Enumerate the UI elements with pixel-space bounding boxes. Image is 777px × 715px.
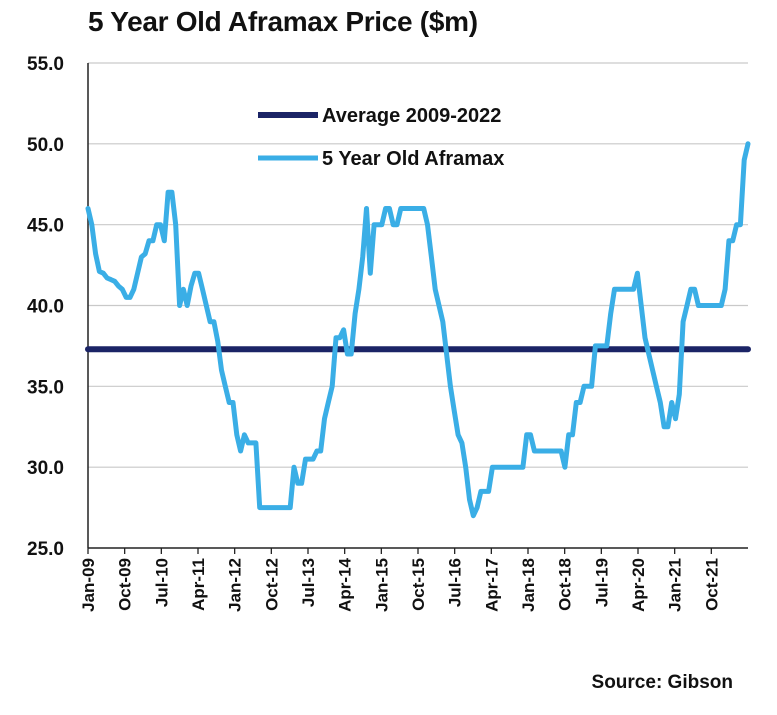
chart-title: 5 Year Old Aframax Price ($m) bbox=[88, 6, 478, 37]
x-tick-label: Jan-15 bbox=[372, 558, 391, 612]
x-tick-label: Apr-14 bbox=[336, 557, 355, 611]
y-tick-label: 30.0 bbox=[27, 458, 64, 479]
y-tick-label: 40.0 bbox=[27, 297, 64, 318]
x-tick-label: Jan-09 bbox=[79, 558, 98, 612]
x-tick-label: Oct-18 bbox=[556, 558, 575, 611]
grid-layer bbox=[88, 62, 748, 468]
source-note: Source: Gibson bbox=[591, 672, 733, 693]
legend-label: 5 Year Old Aframax bbox=[322, 148, 504, 170]
legend: Average 2009-2022 5 Year Old Aframax bbox=[258, 105, 504, 170]
y-tick-label: 55.0 bbox=[27, 54, 64, 75]
x-tick-label: Jul-10 bbox=[152, 558, 171, 607]
x-tick-label: Jul-13 bbox=[299, 558, 318, 607]
axis-layer bbox=[87, 63, 748, 554]
y-tick-label: 25.0 bbox=[27, 539, 64, 560]
y-tick-label: 45.0 bbox=[27, 216, 64, 237]
x-tick-label: Apr-11 bbox=[189, 558, 208, 611]
x-tick-label: Apr-20 bbox=[629, 558, 648, 612]
y-tick-labels: 55.0 50.0 45.0 40.0 35.0 30.0 25.0 bbox=[27, 54, 64, 560]
x-tick-label: Jan-12 bbox=[226, 558, 245, 612]
x-tick-label: Oct-15 bbox=[409, 558, 428, 611]
x-tick-label: Oct-09 bbox=[116, 558, 135, 611]
x-tick-labels: Jan-09 Oct-09 Jul-10 Apr-11 Jan-12 Oct-12 Jul-… bbox=[79, 557, 721, 611]
x-tick-label: Oct-21 bbox=[702, 558, 721, 611]
y-tick-label: 50.0 bbox=[27, 135, 64, 156]
series-line-aframax bbox=[85, 141, 751, 519]
x-tick-label: Apr-17 bbox=[482, 558, 501, 612]
x-tick-label: Jul-16 bbox=[446, 558, 465, 607]
x-tick-label: Oct-12 bbox=[262, 558, 281, 611]
legend-label: Average 2009-2022 bbox=[322, 105, 501, 127]
series-layer bbox=[85, 141, 751, 519]
x-tick-label: Jan-18 bbox=[519, 558, 538, 612]
x-tick-label: Jan-21 bbox=[666, 558, 685, 612]
x-tick-label: Jul-19 bbox=[592, 558, 611, 607]
y-tick-label: 35.0 bbox=[27, 377, 64, 398]
